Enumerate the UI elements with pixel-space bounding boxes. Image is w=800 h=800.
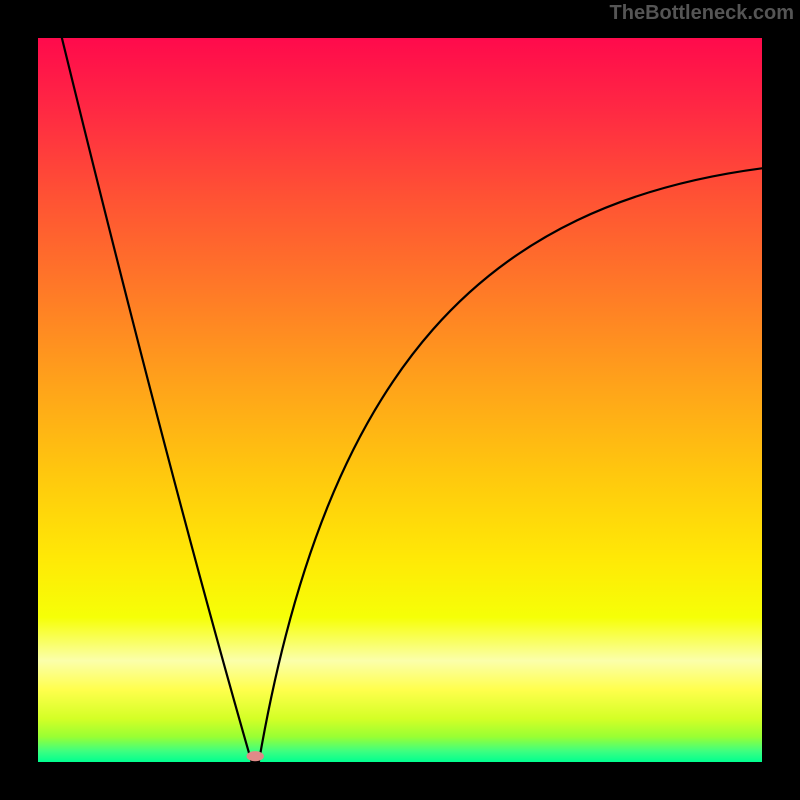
plot-area (38, 38, 762, 762)
gradient-background (38, 38, 762, 762)
chart-frame: TheBottleneck.com (0, 0, 800, 800)
optimum-marker (247, 751, 264, 761)
bottleneck-chart-svg (38, 38, 762, 762)
watermark-text: TheBottleneck.com (610, 2, 794, 25)
